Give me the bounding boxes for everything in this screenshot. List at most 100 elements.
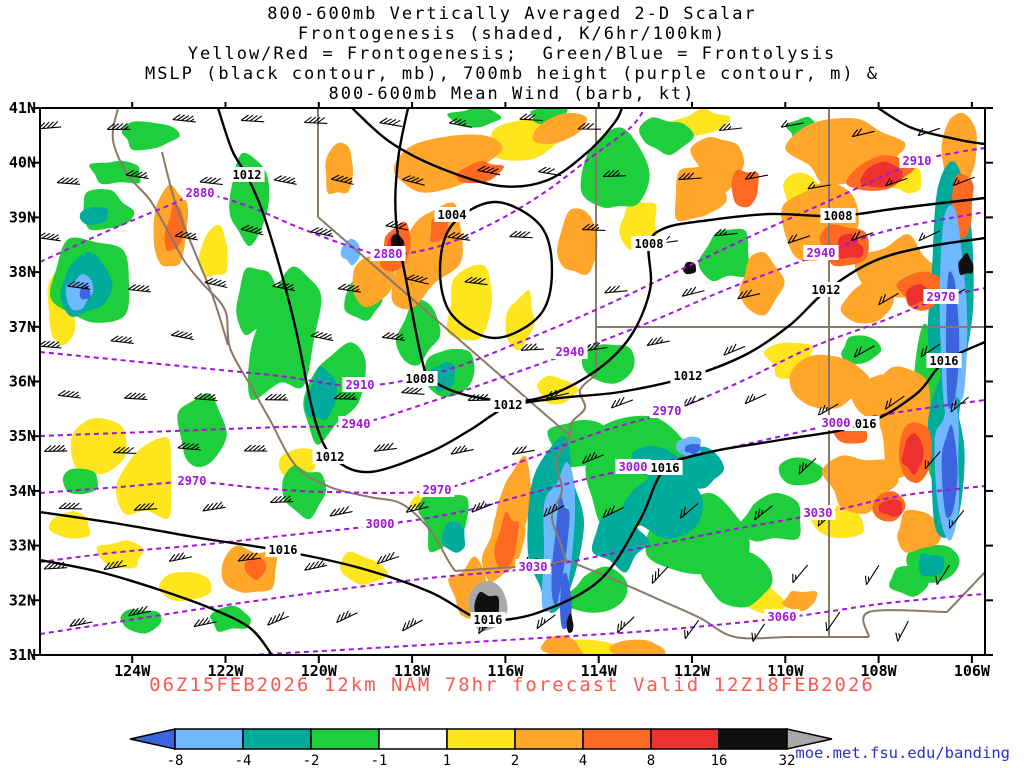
colorbar-segment (718, 728, 788, 750)
lon-axis-label: 110W (767, 662, 804, 680)
credit-link[interactable]: moe.met.fsu.edu/banding (795, 744, 1010, 762)
wind-barb (447, 231, 471, 241)
state-border-line (317, 216, 571, 437)
wind-barb (170, 330, 194, 341)
contour-label: 2940 (342, 417, 371, 431)
wind-barb (651, 566, 669, 584)
wind-barb (269, 495, 294, 504)
wind-barb (128, 605, 152, 617)
shaded-region (79, 206, 109, 225)
title-line-5: 800-600mb Mean Wind (barb, kt) (328, 84, 696, 104)
height-contour-line (40, 108, 646, 263)
state-border-line (862, 609, 948, 638)
wind-barb (202, 501, 226, 512)
wind-barb (125, 169, 149, 180)
lat-axis-label: 35N (9, 427, 36, 445)
shaded-region (840, 274, 895, 324)
contour-label: 2940 (556, 345, 585, 359)
contour-label: 1016 (848, 417, 877, 431)
wind-barb (924, 451, 941, 470)
wind-barb (602, 505, 624, 519)
wind-barb (240, 224, 264, 236)
wind-barb (264, 393, 289, 401)
lon-axis-label: 106W (954, 662, 991, 680)
shaded-region (96, 540, 145, 569)
wind-barb (376, 551, 399, 565)
colorbar-segment (514, 728, 584, 750)
wind-barb (792, 564, 809, 584)
wind-barb (267, 611, 290, 626)
contour-label: 1016 (651, 461, 680, 475)
state-borders (111, 108, 985, 640)
wind-barb (825, 611, 841, 632)
shaded-region (739, 251, 785, 316)
wind-barb (751, 622, 766, 642)
colorbar-segment (310, 728, 380, 750)
shaded-region (393, 134, 503, 193)
shaded-region (494, 511, 519, 569)
lat-axis-label: 34N (9, 482, 36, 500)
colorbar-tick-label: -4 (235, 753, 252, 768)
wind-barb (787, 233, 810, 244)
wind-barb (718, 123, 743, 132)
shaded-region (532, 113, 587, 144)
wind-barb (385, 220, 409, 231)
wind-barb (678, 172, 702, 181)
wind-barb (304, 560, 328, 571)
wind-barb (199, 176, 223, 186)
wind-barb (780, 119, 804, 128)
wind-barb (878, 292, 899, 306)
colorbar-tick-label: 8 (647, 753, 655, 768)
wind-barb (133, 502, 158, 511)
wind-barb (168, 552, 192, 563)
state-border-line (946, 571, 985, 613)
shaded-region (878, 499, 903, 517)
shaded-region (781, 591, 818, 612)
state-border-line (111, 108, 456, 572)
lon-axis-label: 120W (301, 662, 338, 680)
contour-label: 1016 (474, 613, 503, 627)
wind-barb (464, 276, 488, 286)
shaded-region (737, 493, 801, 542)
shaded-region (609, 639, 666, 655)
contour-label: 1016 (930, 354, 959, 368)
wind-barb (681, 286, 705, 297)
wind-barb (379, 117, 403, 127)
wind-barb (807, 181, 831, 190)
contour-label: 1012 (812, 283, 841, 297)
contour-label: 2910 (903, 154, 932, 168)
wind-barb (884, 395, 905, 410)
shaded-region (700, 551, 773, 608)
wind-barb (406, 274, 429, 285)
title-line-2: Frontogenesis (shaded, K/6hr/100km) (297, 24, 727, 44)
wind-barb (237, 552, 261, 562)
shaded-region (282, 465, 327, 520)
wind-barb (798, 457, 817, 475)
wind-barb (57, 389, 81, 399)
lat-axis-label: 33N (9, 537, 36, 555)
wind-barb (303, 116, 328, 124)
contour-label: 1012 (316, 450, 345, 464)
lon-axis-label: 108W (861, 662, 898, 680)
contour-label: 2970 (927, 290, 956, 304)
wind-barb (723, 343, 746, 356)
wind-barb (310, 331, 334, 342)
wind-barb (920, 343, 941, 358)
wind-barb (536, 614, 556, 630)
wind-barb (336, 610, 358, 624)
wind-barb (519, 113, 543, 122)
wind-barb (381, 332, 406, 341)
wind-barb (124, 392, 148, 400)
shaded-region (897, 509, 942, 553)
wind-barbs (40, 113, 975, 642)
shaded-region (325, 142, 354, 194)
wind-barb (853, 345, 875, 358)
shaded-region (198, 224, 228, 278)
shaded-region (674, 160, 727, 222)
wind-barb (509, 230, 533, 239)
colorbar: -8 -4 -2 -1 1 2 4 8 16 32 (129, 728, 833, 768)
shaded-region (821, 455, 899, 514)
shaded-region (441, 521, 466, 553)
colorbar-tick-label: -8 (167, 753, 184, 768)
